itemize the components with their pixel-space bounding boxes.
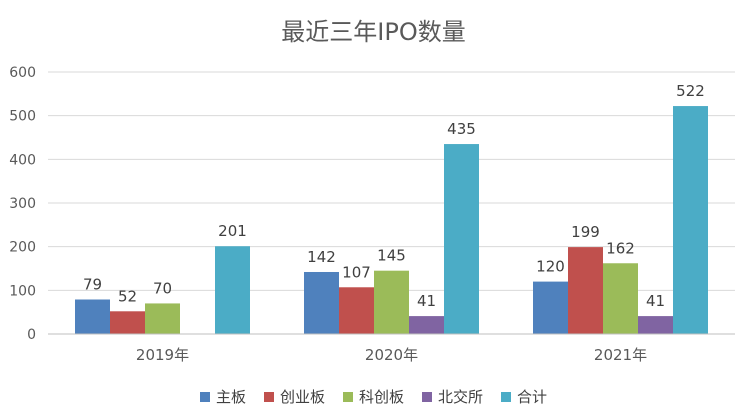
y-tick-label: 200 <box>9 240 36 256</box>
bar <box>533 281 568 334</box>
bar <box>339 287 374 334</box>
data-label: 41 <box>646 292 665 310</box>
legend-label: 创业板 <box>279 388 325 406</box>
data-label: 107 <box>342 263 371 281</box>
data-label: 199 <box>571 223 600 241</box>
bar <box>75 299 110 334</box>
data-label: 522 <box>676 82 705 100</box>
data-label: 52 <box>118 287 137 305</box>
legend-item: 合计 <box>501 386 547 407</box>
legend-item: 主板 <box>199 386 246 407</box>
bar <box>444 144 479 334</box>
data-label: 70 <box>153 279 172 297</box>
data-label: 41 <box>417 292 436 310</box>
chart-title: 最近三年IPO数量 <box>281 18 466 46</box>
data-label: 162 <box>606 239 635 257</box>
legend-label: 北交所 <box>438 388 484 406</box>
bar <box>409 316 444 334</box>
y-tick-label: 100 <box>9 283 36 299</box>
data-label: 201 <box>218 222 247 240</box>
legend-swatch <box>422 391 432 402</box>
legend-item: 创业板 <box>263 386 325 407</box>
legend-item: 科创板 <box>342 386 404 407</box>
legend-item: 北交所 <box>422 386 483 407</box>
bar <box>638 316 673 334</box>
legend-label: 科创板 <box>358 388 404 406</box>
data-label: 79 <box>83 276 102 294</box>
legend-label: 主板 <box>215 388 246 406</box>
bar <box>110 311 145 334</box>
x-tick-label: 2019年 <box>136 346 189 364</box>
y-tick-label: 0 <box>27 327 36 343</box>
y-tick-label: 400 <box>9 152 36 168</box>
legend-swatch <box>263 391 274 402</box>
data-label: 142 <box>307 248 336 266</box>
y-tick-label: 500 <box>9 109 36 125</box>
bar <box>374 270 409 334</box>
legend-label: 合计 <box>517 388 548 406</box>
data-label: 120 <box>536 258 565 276</box>
data-label: 435 <box>447 120 476 138</box>
bar <box>145 303 180 334</box>
legend-swatch <box>199 391 210 402</box>
legend-swatch <box>342 391 353 402</box>
bar <box>215 246 250 334</box>
x-tick-label: 2020年 <box>365 346 418 364</box>
y-tick-label: 300 <box>9 196 36 212</box>
x-tick-label: 2021年 <box>594 346 647 364</box>
bar <box>673 106 708 334</box>
legend: 主板 创业板 科创板 北交所 合计 <box>0 386 747 407</box>
bar <box>568 247 603 334</box>
y-tick-label: 600 <box>9 65 36 81</box>
legend-swatch <box>501 391 512 402</box>
bar <box>304 271 339 334</box>
data-label: 145 <box>377 247 406 265</box>
bar <box>603 263 638 334</box>
